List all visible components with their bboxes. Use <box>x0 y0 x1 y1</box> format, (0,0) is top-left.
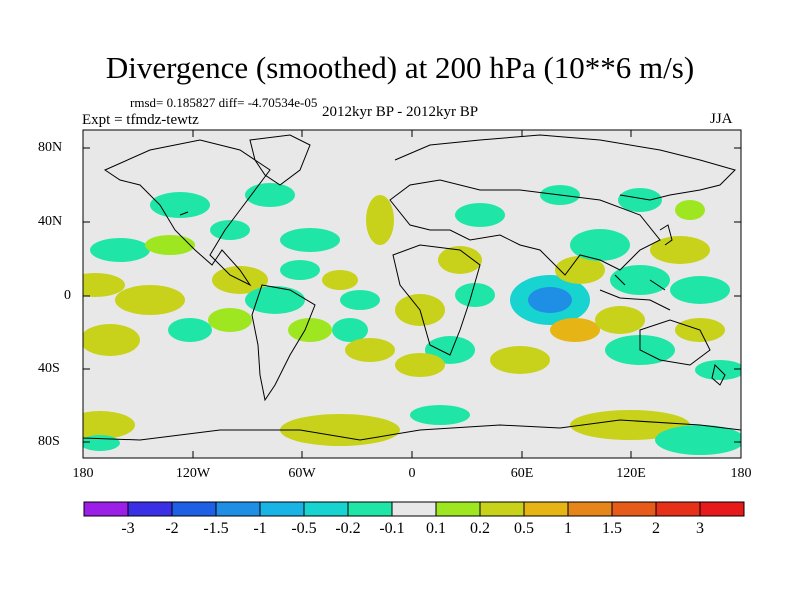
lat-tick-label: 0 <box>64 288 71 303</box>
colorbar-box <box>479 501 525 517</box>
season-label: JJA <box>710 111 733 127</box>
colorbar-box <box>567 501 613 517</box>
colorbar-label: -1 <box>253 520 267 537</box>
axis-ticks <box>83 130 741 458</box>
colorbar-box <box>391 501 437 517</box>
lon-tick-label: 120E <box>616 466 646 481</box>
lat-tick-label: 40N <box>38 214 63 229</box>
map-title: Divergence (smoothed) at 200 hPa (10**6 … <box>105 50 695 85</box>
colorbar-label: 0.2 <box>470 520 490 537</box>
colorbar-label: -0.1 <box>379 520 405 537</box>
colorbar-box <box>303 501 349 517</box>
lon-tick-label: 0 <box>408 466 416 481</box>
colorbar-label: -0.5 <box>291 520 317 537</box>
colorbar <box>83 501 745 517</box>
colorbar-box <box>347 501 393 517</box>
colorbar-box <box>655 501 701 517</box>
colorbar-box <box>127 501 173 517</box>
colorbar-label: 3 <box>696 520 704 537</box>
colorbar-label: -3 <box>121 520 135 537</box>
colorbar-label: 1 <box>564 520 572 537</box>
lon-tick-label: 180 <box>72 466 94 481</box>
colorbar-box <box>699 501 745 517</box>
colorbar-label: 0.1 <box>426 520 446 537</box>
colorbar-box <box>523 501 569 517</box>
lat-tick-label: 80S <box>38 434 60 449</box>
lon-tick-label: 120W <box>175 466 211 481</box>
colorbar-label: 0.5 <box>514 520 534 537</box>
lon-tick-label: 180 <box>730 466 752 481</box>
lon-tick-label: 60E <box>510 466 534 481</box>
coastlines <box>83 134 741 441</box>
colorbar-box <box>171 501 217 517</box>
colorbar-label: 2 <box>652 520 660 537</box>
period-label: 2012kyr BP - 2012kyr BP <box>322 104 479 120</box>
lat-tick-label: 40S <box>38 361 60 376</box>
colorbar-box <box>83 501 129 517</box>
experiment-label: Expt = tfmdz-tewtz <box>82 112 199 128</box>
lat-tick-label: 80N <box>38 140 63 155</box>
stats-text: rmsd= 0.185827 diff= -4.70534e-05 <box>130 95 318 110</box>
colorbar-label: 1.5 <box>602 520 622 537</box>
colorbar-label: -2 <box>165 520 179 537</box>
colorbar-label: -0.2 <box>335 520 361 537</box>
lon-tick-label: 60W <box>288 466 316 481</box>
colorbar-box <box>611 501 657 517</box>
colorbar-label: -1.5 <box>203 520 229 537</box>
map-area <box>83 130 741 458</box>
colorbar-box <box>259 501 305 517</box>
colorbar-box <box>215 501 261 517</box>
colorbar-box <box>435 501 481 517</box>
